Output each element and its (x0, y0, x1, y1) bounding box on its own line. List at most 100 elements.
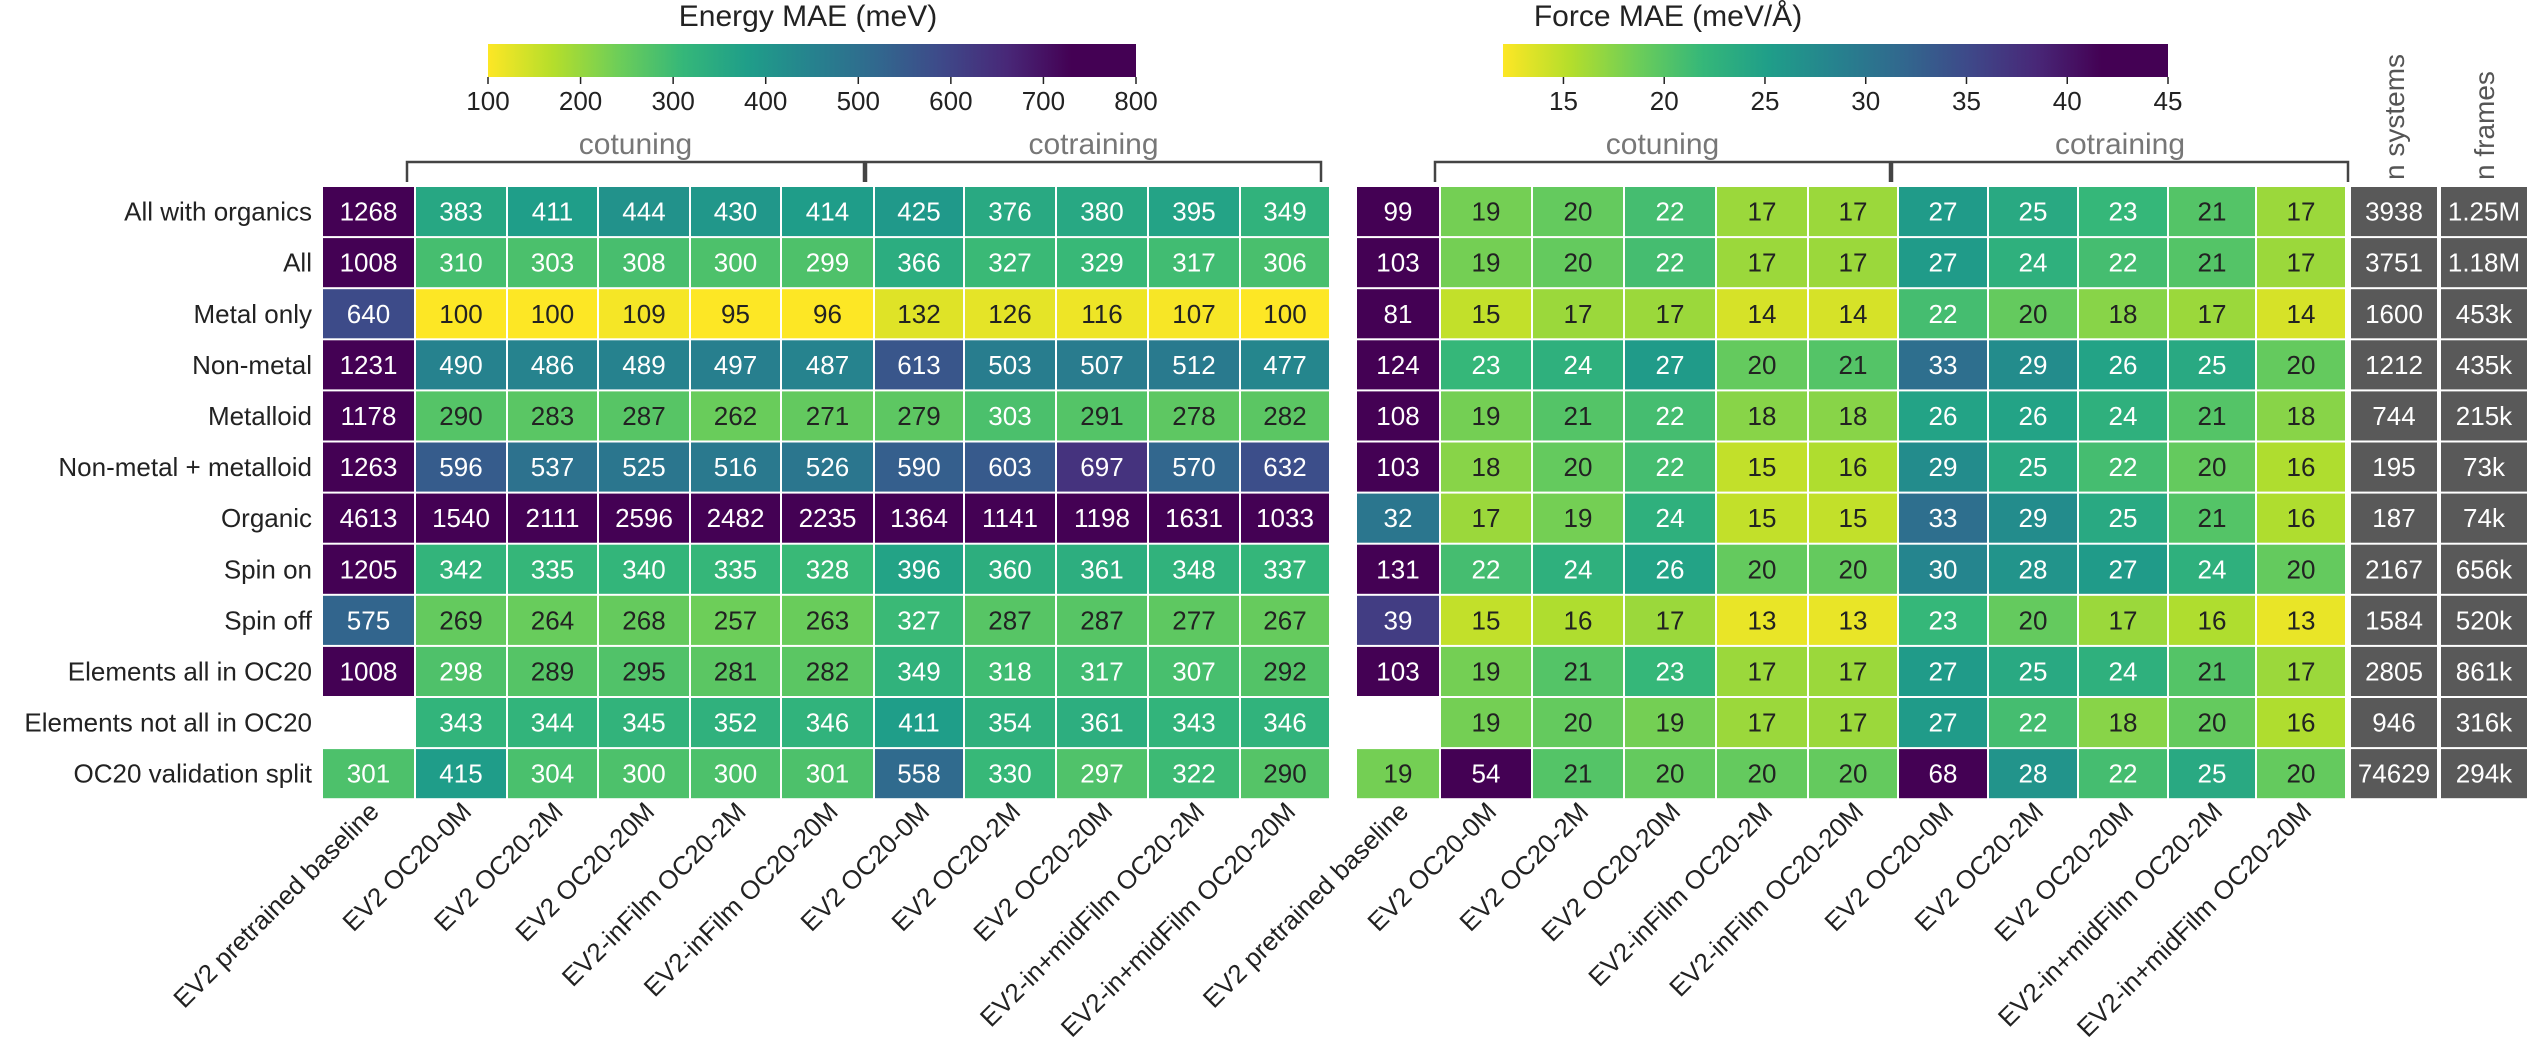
count-cell (2441, 646, 2527, 696)
energy-cell (691, 595, 780, 645)
force-cell-label: 22 (1656, 248, 1685, 278)
energy-cell-label: 1198 (1074, 503, 1130, 533)
force-cell (1533, 187, 1623, 237)
energy-cell (1149, 289, 1239, 339)
energy-cell-label: 380 (1080, 197, 1123, 227)
energy-cell-label: 1141 (982, 503, 1038, 533)
count-table: 3938 1.25M 3751 1.18M 1600 453k 1212 435k 744 215… (2351, 187, 2527, 799)
count-cell-label: 2167 (2365, 554, 2423, 584)
force-cell (2257, 340, 2345, 390)
force-cell (1441, 493, 1531, 543)
force-cell-label: 19 (1472, 401, 1501, 431)
count-cell-label: 74629 (2358, 759, 2430, 789)
colorbar-tick-label: 400 (744, 86, 787, 116)
force-cell-label: 33 (1929, 350, 1958, 380)
group-brackets: cotuning cotraining cotuning cotraining (405, 128, 2350, 182)
force-cell (1625, 646, 1715, 696)
row-label: OC20 validation split (74, 759, 313, 789)
force-cell (2257, 698, 2345, 748)
energy-cell (782, 238, 873, 288)
energy-cell-label: 558 (897, 759, 940, 789)
energy-cell (323, 749, 414, 799)
force-cell (1533, 442, 1623, 492)
force-cell-label: 19 (1472, 197, 1501, 227)
count-cell-label: 1600 (2365, 299, 2423, 329)
force-cell (1809, 238, 1897, 288)
force-cell (1533, 493, 1623, 543)
force-cell (1899, 187, 1987, 237)
energy-cell (599, 442, 689, 492)
force-cell-label: 124 (1376, 350, 1419, 380)
force-cell (2079, 187, 2167, 237)
energy-cell (323, 187, 414, 237)
force-cell (1899, 698, 1987, 748)
force-cell-label: 20 (1564, 708, 1593, 738)
force-cell-label: 21 (1839, 350, 1868, 380)
energy-cell-label: 512 (1172, 350, 1215, 380)
count-cell-label: 187 (2372, 503, 2415, 533)
row-label: Organic (221, 503, 312, 533)
force-cell-label: 68 (1929, 759, 1958, 789)
energy-cell (1241, 749, 1329, 799)
force-cell-label: 22 (1929, 299, 1958, 329)
force-cell (1717, 493, 1807, 543)
count-cell (2351, 698, 2437, 748)
count-cell-label: 1584 (2365, 605, 2423, 635)
energy-cell (416, 187, 506, 237)
force-cell (1717, 238, 1807, 288)
energy-cell-label: 289 (531, 656, 574, 686)
energy-cell (782, 187, 873, 237)
force-cell (1899, 493, 1987, 543)
force-cell-label: 20 (2287, 350, 2316, 380)
energy-cell-label: 503 (988, 350, 1031, 380)
energy-cell-label: 497 (714, 350, 757, 380)
force-cell-label: 17 (1839, 656, 1868, 686)
force-cell-label: 24 (2019, 248, 2048, 278)
force-cell (1357, 595, 1439, 645)
force-cell-label: 99 (1384, 197, 1413, 227)
force-cell-label: 20 (1564, 197, 1593, 227)
force-cell-label: 108 (1376, 401, 1419, 431)
count-cell (2351, 289, 2437, 339)
count-cell-label: 215k (2456, 401, 2513, 431)
force-cell-label: 21 (2198, 503, 2227, 533)
energy-cell-label: 1540 (432, 503, 490, 533)
force-cell (2257, 289, 2345, 339)
count-cell (2351, 646, 2437, 696)
energy-cell (1057, 187, 1147, 237)
force-cell (1717, 187, 1807, 237)
energy-cell (416, 442, 506, 492)
force-cell-label: 17 (1564, 299, 1593, 329)
energy-cell-label: 640 (347, 299, 390, 329)
count-cell-label: 2805 (2365, 656, 2423, 686)
count-cell-label: 1.18M (2448, 248, 2520, 278)
energy-cell-label: 126 (988, 299, 1031, 329)
force-cell (2079, 698, 2167, 748)
energy-cell-label: 306 (1263, 248, 1306, 278)
count-cell-label: 520k (2456, 605, 2513, 635)
force-cell (1989, 238, 2077, 288)
force-cell (2169, 749, 2255, 799)
force-cell-label: 21 (2198, 197, 2227, 227)
energy-cell (965, 493, 1055, 543)
energy-cell-label: 1033 (1256, 503, 1314, 533)
force-cell-label: 20 (2287, 554, 2316, 584)
force-cell (1441, 544, 1531, 594)
force-cell-label: 28 (2019, 554, 2048, 584)
energy-cell-label: 366 (897, 248, 940, 278)
force-cell-label: 13 (1748, 605, 1777, 635)
force-cell-label: 22 (1656, 452, 1685, 482)
energy-cell-label: 444 (622, 197, 665, 227)
group-label: cotraining (1028, 128, 1158, 161)
row-label: Elements all in OC20 (68, 656, 312, 686)
row-label: Non-metal + metalloid (58, 452, 312, 482)
energy-cell (691, 646, 780, 696)
force-cell-label: 19 (1656, 708, 1685, 738)
energy-cell-label: 575 (347, 605, 390, 635)
force-cell-label: 20 (2019, 299, 2048, 329)
energy-cell-label: 295 (622, 656, 665, 686)
force-cell-label: 17 (1748, 708, 1777, 738)
energy-cell (416, 340, 506, 390)
force-cell-label: 22 (2109, 452, 2138, 482)
energy-cell-label: 283 (531, 401, 574, 431)
